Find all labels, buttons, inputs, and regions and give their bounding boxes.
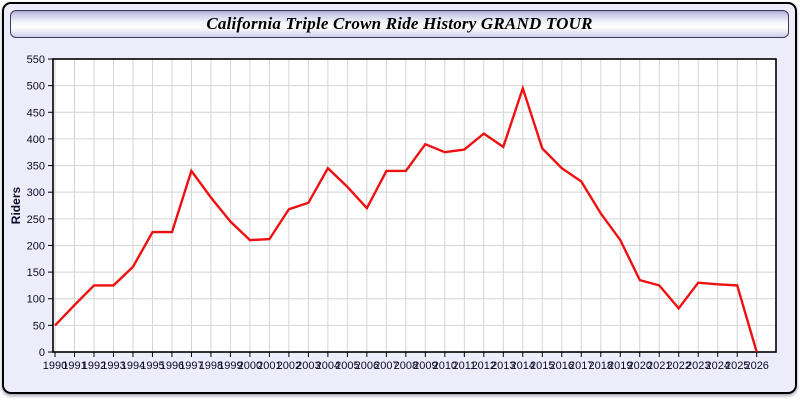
y-tick-label: 300	[27, 187, 45, 199]
x-tick-label: 1997	[179, 360, 203, 372]
x-tick-label: 2024	[705, 360, 729, 372]
x-tick-label: 2019	[608, 360, 632, 372]
y-tick-label: 150	[27, 267, 45, 279]
title-bar: California Triple Crown Ride History GRA…	[10, 10, 789, 38]
x-tick-label: 2002	[277, 360, 301, 372]
x-tick-label: 2015	[530, 360, 554, 372]
x-tick-label: 2023	[686, 360, 710, 372]
x-tick-label: 1999	[218, 360, 242, 372]
plot-area	[53, 59, 776, 352]
x-tick-label: 2001	[257, 360, 281, 372]
plot-border	[52, 58, 777, 353]
y-tick-label: 250	[27, 214, 45, 226]
x-tick-label: 1996	[160, 360, 184, 372]
y-tick-label: 450	[27, 107, 45, 119]
x-tick-label: 2006	[355, 360, 379, 372]
x-tick-label: 2010	[433, 360, 457, 372]
x-tick-label: 1990	[43, 360, 67, 372]
x-tick-label: 2018	[589, 360, 613, 372]
x-tick-label: 1994	[121, 360, 145, 372]
x-tick-label: 2005	[335, 360, 359, 372]
y-tick-label: 350	[27, 161, 45, 173]
x-tick-label: 1991	[62, 360, 86, 372]
x-tick-label: 2013	[491, 360, 515, 372]
x-tick-label: 2025	[725, 360, 749, 372]
x-tick-label: 2009	[413, 360, 437, 372]
x-tick-label: 2012	[472, 360, 496, 372]
y-tick-label: 50	[33, 320, 45, 332]
x-tick-label: 1995	[140, 360, 164, 372]
y-tick-label: 550	[27, 54, 45, 66]
page-title: California Triple Crown Ride History GRA…	[206, 14, 593, 33]
x-tick-label: 2003	[296, 360, 320, 372]
x-tick-label: 2017	[569, 360, 593, 372]
x-tick-label: 2014	[511, 360, 535, 372]
y-axis-title: Riders	[9, 187, 23, 225]
x-tick-label: 2016	[550, 360, 574, 372]
y-tick-label: 100	[27, 294, 45, 306]
x-tick-label: 2022	[666, 360, 690, 372]
x-tick-label: 2000	[238, 360, 262, 372]
y-tick-label: 0	[39, 347, 45, 359]
y-tick-label: 200	[27, 240, 45, 252]
x-tick-label: 2008	[394, 360, 418, 372]
x-tick-label: 2020	[628, 360, 652, 372]
x-tick-label: 1992	[82, 360, 106, 372]
x-tick-label: 2011	[452, 360, 476, 372]
x-tick-label: 1993	[101, 360, 125, 372]
y-tick-label: 400	[27, 134, 45, 146]
riders-line-series	[54, 84, 758, 353]
x-tick-label: 2004	[316, 360, 340, 372]
x-tick-label: 2021	[647, 360, 671, 372]
y-tick-label: 500	[27, 81, 45, 93]
x-tick-label: 2007	[374, 360, 398, 372]
x-tick-label: 1998	[199, 360, 223, 372]
x-tick-label: 2026	[744, 360, 768, 372]
